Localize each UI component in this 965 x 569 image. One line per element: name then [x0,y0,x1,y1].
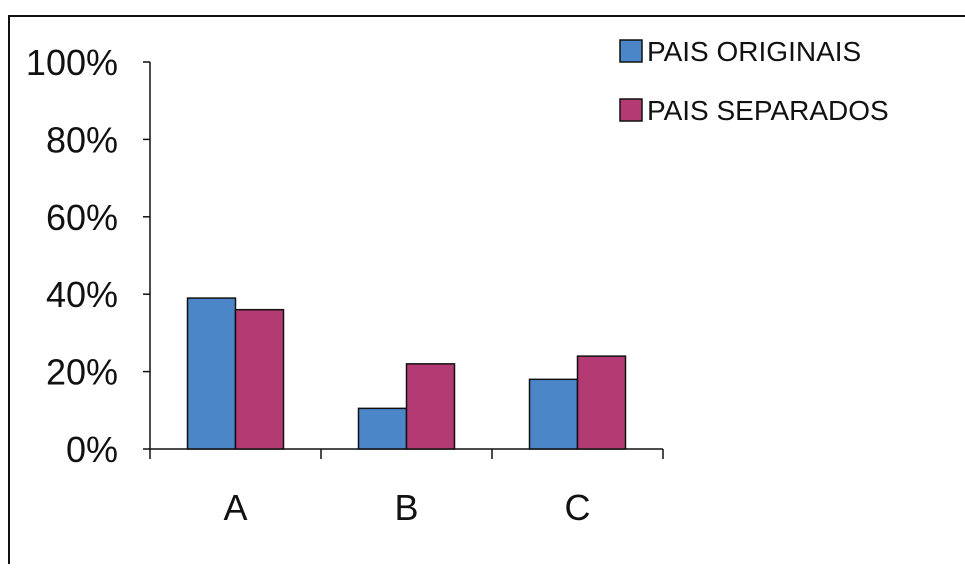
bar-pais-originais-a [186,297,237,450]
x-tick-label: A [223,487,247,528]
axes: 0% 20% 40% 60% 80% 100% A B C [26,42,664,528]
bar-pais-separados-a [234,308,285,450]
y-tick-label: 40% [46,274,118,315]
legend: PAIS ORIGINAIS PAIS SEPARADOS [619,36,889,126]
chart-border [8,15,965,564]
y-tick-label: 80% [46,119,118,160]
legend-swatch [619,98,643,122]
x-tick-label: C [565,487,591,528]
bar-pais-originais-c [528,378,579,450]
legend-swatch [619,39,643,63]
x-tick-label: B [394,487,418,528]
legend-label: PAIS ORIGINAIS [647,36,861,67]
y-tick-label: 60% [46,197,118,238]
y-tick-label: 20% [46,352,118,393]
bar-pais-originais-b [357,407,408,450]
bars [186,297,627,450]
bar-pais-separados-b [405,363,456,450]
legend-label: PAIS SEPARADOS [647,95,889,126]
y-tick-label: 0% [66,429,118,470]
bar-pais-separados-c [576,355,627,450]
y-tick-label: 100% [26,42,118,83]
